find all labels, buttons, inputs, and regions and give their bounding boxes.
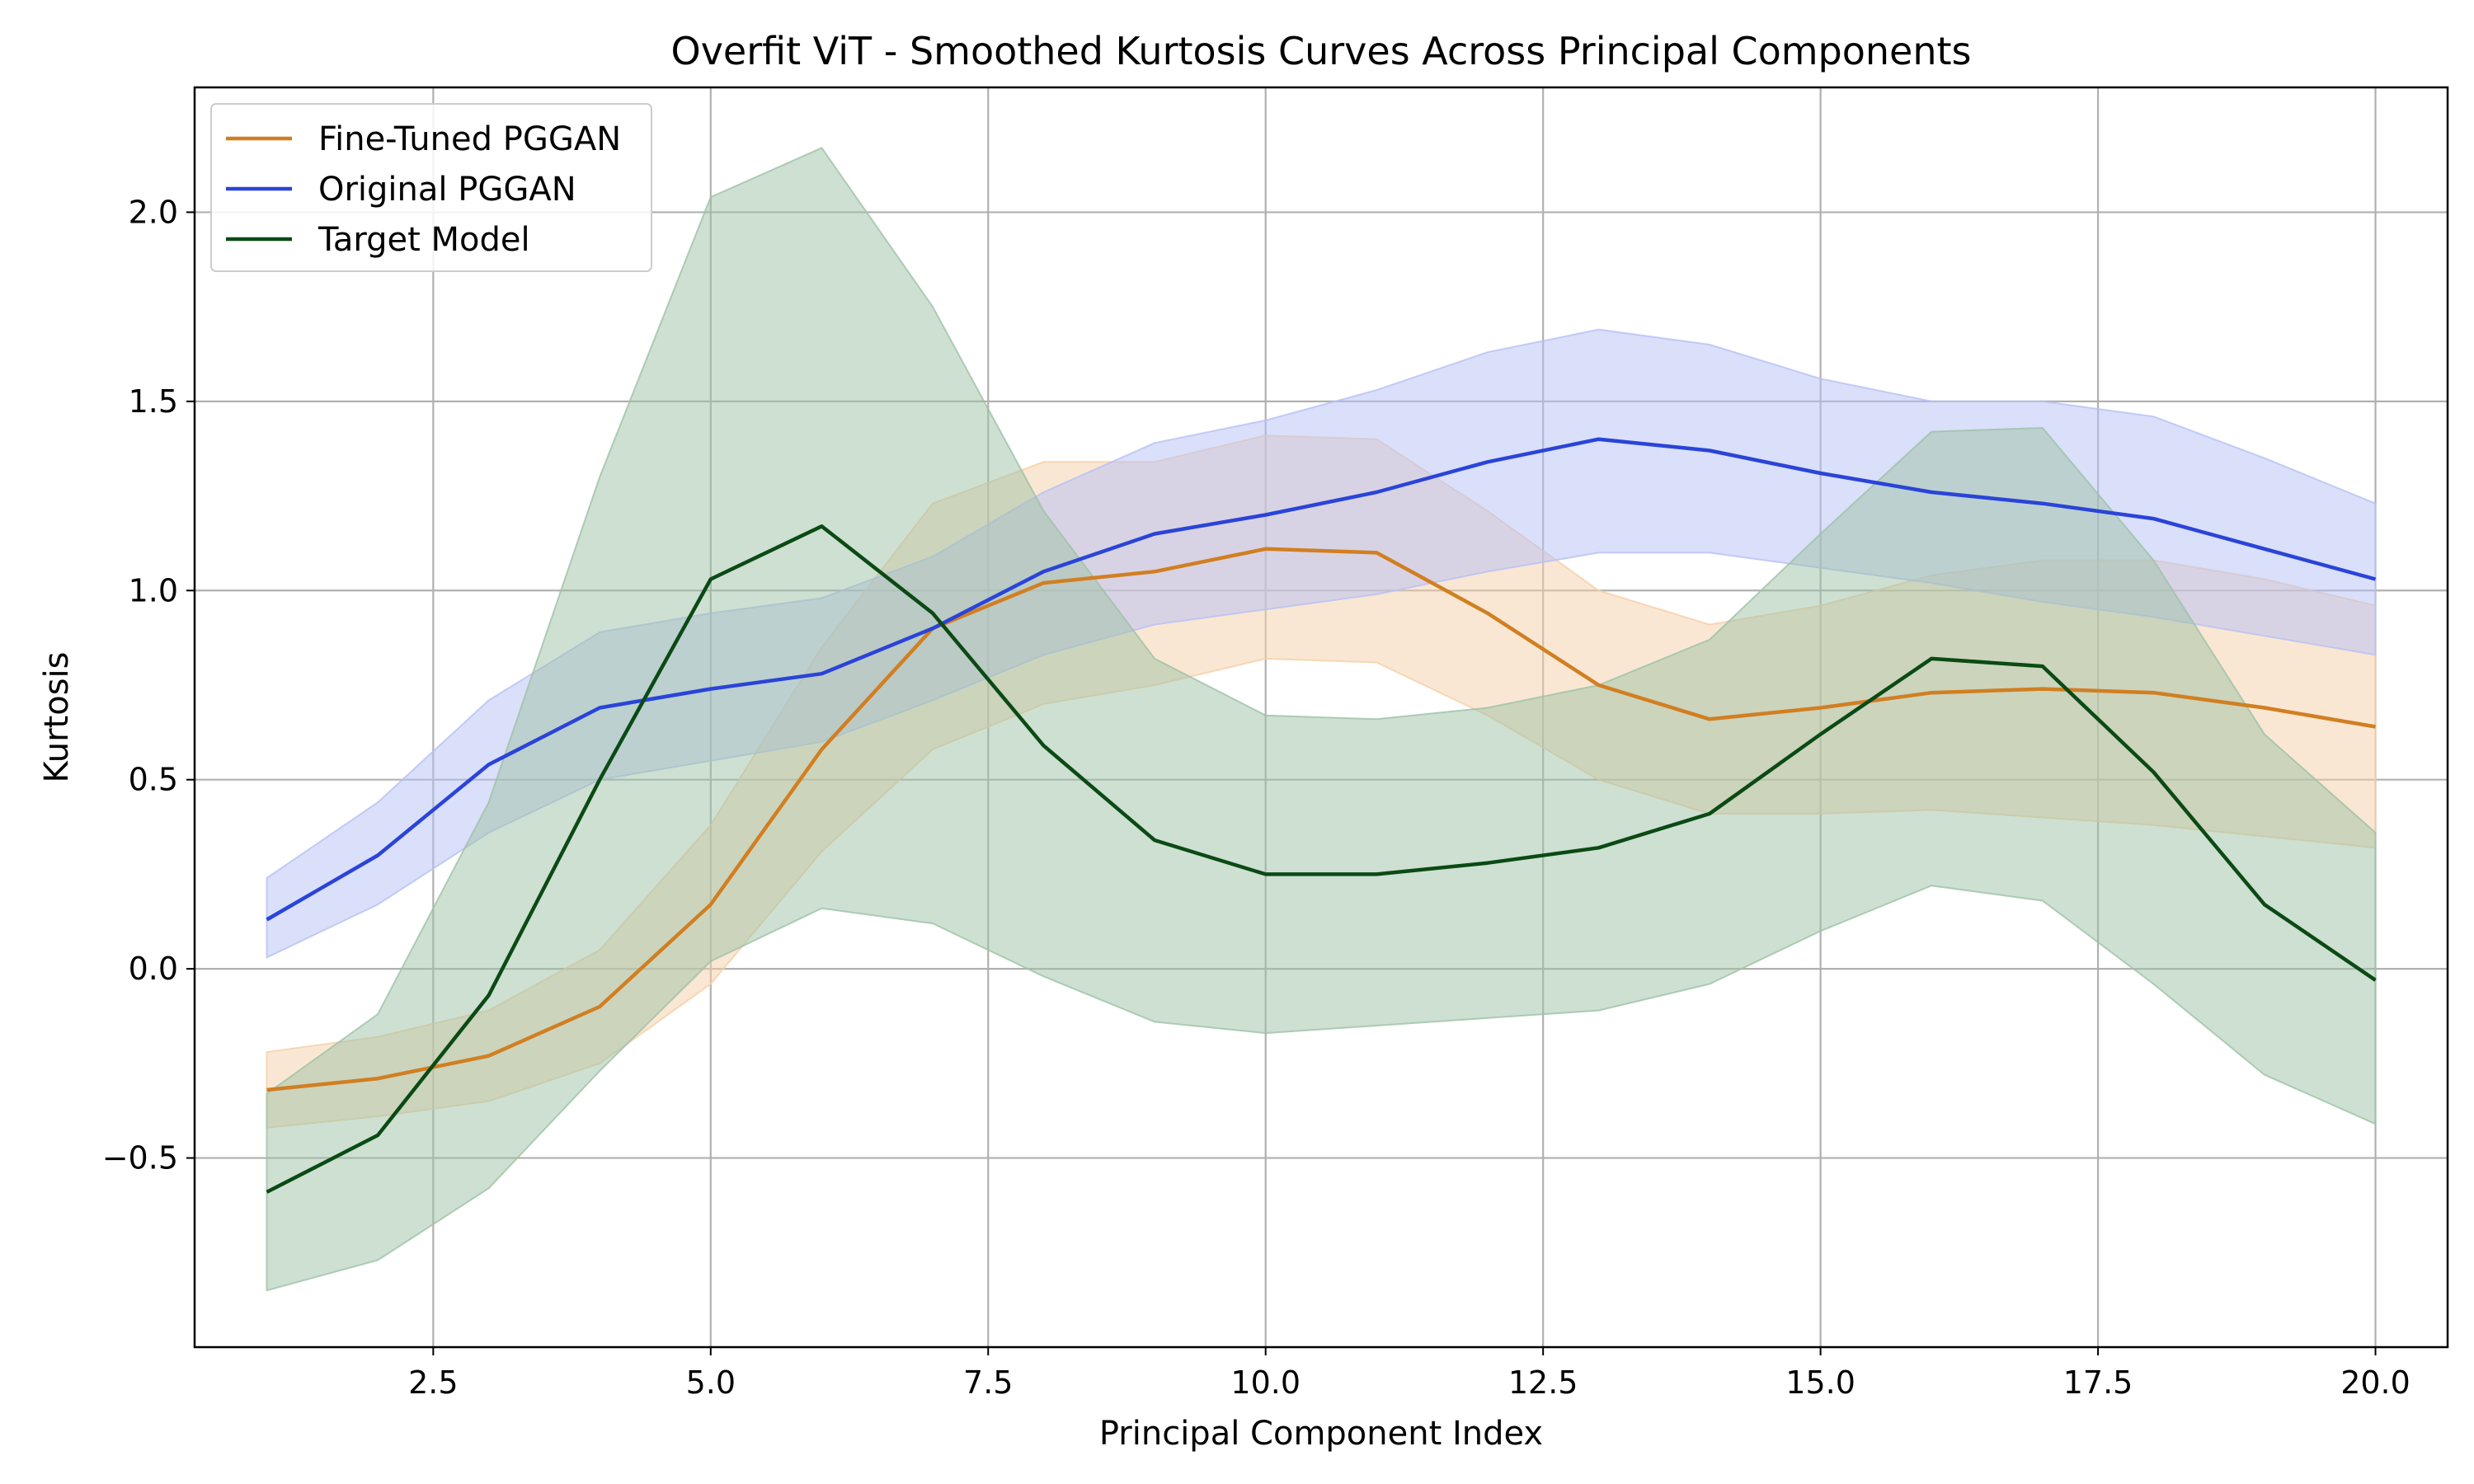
y-tick-label: −0.5	[102, 1140, 178, 1176]
legend: Fine-Tuned PGGAN Original PGGAN Target Mod…	[210, 103, 652, 272]
line-fine-tuned-pggan	[266, 547, 2376, 1092]
x-tick-label: 5.0	[686, 1364, 736, 1401]
series-lines	[266, 437, 2377, 1194]
x-tick-label: 12.5	[1508, 1364, 1578, 1401]
legend-label: Original PGGAN	[318, 171, 576, 209]
legend-label: Target Model	[317, 221, 530, 259]
line-target-model	[266, 524, 2377, 1194]
chart-title: Overfit ViT - Smoothed Kurtosis Curves A…	[670, 29, 1971, 73]
plot-frame	[193, 86, 2449, 1349]
x-tick-label: 17.5	[2063, 1364, 2133, 1401]
x-tick-label: 15.0	[1785, 1364, 1856, 1401]
y-tick-label: 1.0	[129, 572, 178, 608]
x-axis-ticks: 2.5 5.0 7.5 10.0 12.5 15.0 17.5 20.0	[408, 1347, 2411, 1401]
legend-box	[210, 103, 652, 272]
y-axis-ticks: −0.5 0.0 0.5 1.0 1.5 2.0	[102, 194, 195, 1176]
x-axis-label: Principal Component Index	[1099, 1415, 1543, 1453]
x-tick-label: 2.5	[408, 1364, 458, 1401]
y-tick-label: 0.0	[129, 951, 178, 987]
legend-label: Fine-Tuned PGGAN	[318, 120, 621, 158]
x-tick-label: 20.0	[2340, 1364, 2411, 1401]
line-original-pggan	[266, 437, 2377, 922]
y-tick-label: 0.5	[129, 762, 178, 798]
y-tick-label: 2.0	[129, 194, 178, 230]
x-tick-label: 7.5	[963, 1364, 1013, 1401]
band-target-model	[266, 147, 2377, 1292]
y-tick-label: 1.5	[129, 383, 178, 420]
x-tick-label: 10.0	[1230, 1364, 1300, 1401]
confidence-bands	[266, 147, 2377, 1292]
y-axis-label: Kurtosis	[38, 652, 76, 783]
